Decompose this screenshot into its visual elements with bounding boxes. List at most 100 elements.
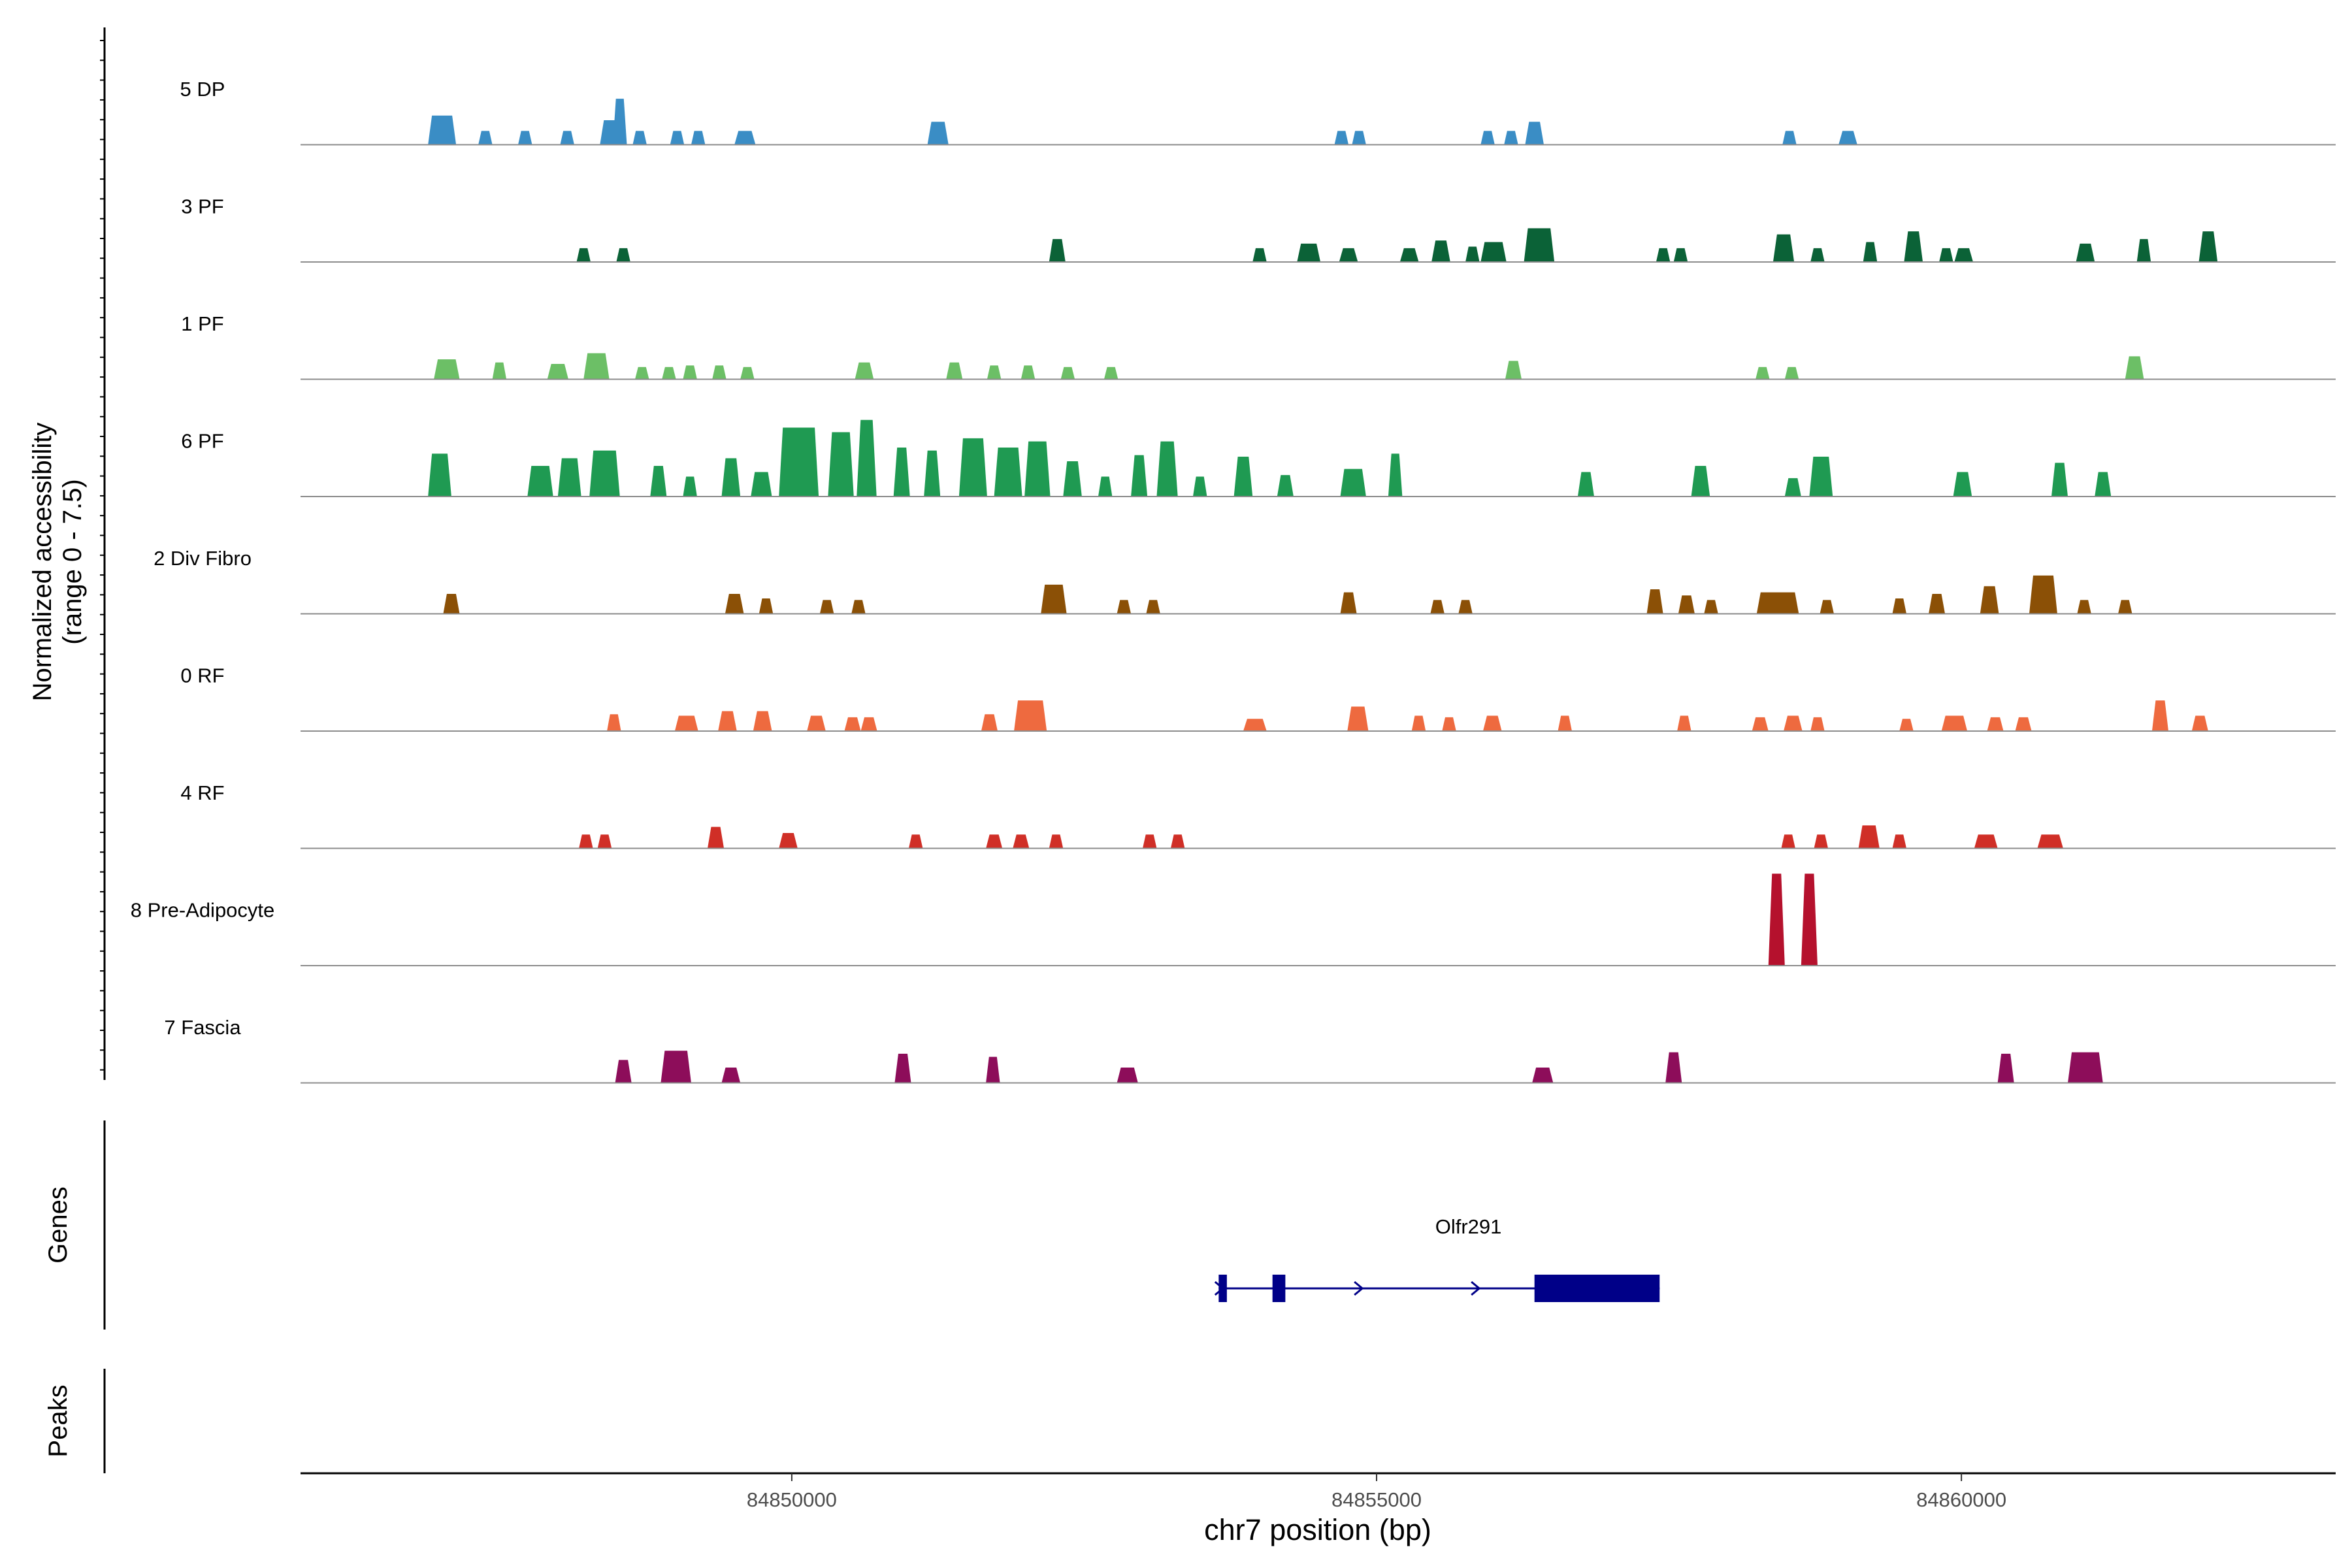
- peak-6-pf-1: [428, 453, 451, 497]
- peak-5-dp-13: [1352, 131, 1366, 145]
- peak-3-pf-10: [1480, 242, 1507, 262]
- peak-0-rf-18: [1784, 715, 1803, 731]
- peak-2-div-fibro-20: [2029, 575, 2057, 614]
- peak-3-pf-17: [1904, 231, 1923, 262]
- peak-6-pf-32: [2095, 472, 2112, 497]
- peak-3-pf-12: [1656, 248, 1671, 262]
- track-label-3-pf: 3 PF: [181, 195, 223, 218]
- peak-2-div-fibro-15: [1756, 592, 1799, 614]
- peak-7-fascia-3: [721, 1068, 741, 1083]
- peak-5-dp-17: [1782, 131, 1797, 145]
- peak-2-div-fibro-21: [2077, 600, 2091, 614]
- peak-4-rf-6: [986, 834, 1003, 849]
- strand-arrow: [1471, 1281, 1481, 1296]
- peak-2-div-fibro-1: [443, 594, 460, 614]
- track-label-7-fascia: 7 Fascia: [164, 1016, 241, 1039]
- x-axis-ticks: 84850000 84855000 84860000: [747, 1473, 2006, 1511]
- track-label-4-rf: 4 RF: [180, 781, 224, 804]
- peak-5-dp-15: [1504, 131, 1518, 145]
- peak-5-dp-6: [612, 99, 627, 145]
- peak-6-pf-27: [1691, 466, 1710, 497]
- y-axis-title-line1: Normalized accessibility: [28, 423, 57, 702]
- track-2-div-fibro: 2 Div Fibro: [154, 547, 2336, 615]
- peaks-panel-title: Peaks: [44, 1384, 73, 1457]
- peak-1-pf-6: [662, 367, 676, 380]
- peak-1-pf-3: [547, 364, 568, 380]
- peak-1-pf-11: [946, 362, 963, 380]
- peak-3-pf-9: [1465, 246, 1480, 262]
- peak-4-rf-7: [1013, 834, 1030, 849]
- peak-6-pf-3: [557, 458, 581, 497]
- peak-0-rf-14: [1482, 715, 1502, 731]
- peak-0-rf-15: [1558, 715, 1572, 731]
- peak-7-fascia-8: [1665, 1052, 1682, 1083]
- peak-8-pre-adipocyte-1: [1768, 874, 1785, 966]
- peak-4-rf-3: [708, 826, 725, 849]
- peak-6-pf-25: [1388, 453, 1403, 497]
- track-6-pf: 6 PF: [181, 419, 2336, 497]
- peak-4-rf-15: [1974, 834, 1998, 849]
- y-axis-title-line2: (range 0 - 7.5): [58, 479, 87, 644]
- peak-1-pf-19: [2125, 356, 2144, 380]
- peak-0-rf-20: [1899, 719, 1914, 731]
- peak-6-pf-6: [683, 476, 697, 497]
- peak-6-pf-16: [1024, 441, 1051, 497]
- peak-3-pf-5: [1297, 243, 1321, 262]
- peak-6-pf-8: [751, 472, 772, 497]
- x-tick-label: 84850000: [747, 1488, 837, 1511]
- peak-1-pf-12: [987, 365, 1002, 380]
- peak-6-pf-17: [1063, 461, 1082, 497]
- peak-7-fascia-4: [894, 1053, 911, 1083]
- peak-7-fascia-5: [986, 1056, 1000, 1083]
- peak-0-rf-13: [1442, 717, 1456, 731]
- peak-6-pf-30: [1953, 472, 1972, 497]
- peak-0-rf-21: [1941, 715, 1968, 731]
- peak-1-pf-1: [434, 359, 460, 380]
- x-tick-label: 84855000: [1331, 1488, 1422, 1511]
- peak-0-rf-23: [2015, 717, 2032, 731]
- peak-4-rf-16: [2037, 834, 2063, 849]
- peak-3-pf-21: [2136, 238, 2151, 262]
- peak-0-rf-17: [1752, 717, 1769, 731]
- gene-exon-1: [1218, 1275, 1227, 1302]
- peak-1-pf-4: [583, 353, 610, 380]
- peak-5-dp-12: [1334, 131, 1349, 145]
- peak-1-pf-18: [1784, 367, 1799, 380]
- peak-3-pf-13: [1673, 248, 1688, 262]
- peak-6-pf-13: [924, 450, 941, 497]
- peak-4-rf-14: [1892, 834, 1906, 849]
- peak-5-dp-10: [734, 131, 756, 145]
- peak-2-div-fibro-8: [1146, 600, 1160, 614]
- peak-1-pf-8: [712, 365, 727, 380]
- peak-5-dp-8: [670, 131, 685, 145]
- peak-6-pf-10: [828, 432, 854, 497]
- peak-0-rf-2: [674, 715, 698, 731]
- gene-exon-3: [1534, 1275, 1660, 1302]
- peak-1-pf-13: [1021, 365, 1036, 380]
- peak-7-fascia-1: [615, 1060, 632, 1083]
- peak-2-div-fibro-14: [1704, 600, 1718, 614]
- peak-2-div-fibro-11: [1458, 600, 1473, 614]
- peak-6-pf-21: [1192, 476, 1207, 497]
- peak-4-rf-13: [1858, 825, 1880, 849]
- peak-3-pf-19: [1954, 248, 1974, 262]
- peak-0-rf-5: [807, 715, 826, 731]
- track-4-rf: 4 RF: [180, 781, 2336, 849]
- peak-2-div-fibro-9: [1340, 592, 1357, 614]
- peak-5-dp-16: [1525, 122, 1544, 145]
- peak-0-rf-12: [1411, 715, 1426, 731]
- peak-2-div-fibro-13: [1678, 595, 1695, 614]
- peak-6-pf-12: [893, 447, 910, 497]
- peak-6-pf-7: [721, 458, 741, 497]
- peak-6-pf-18: [1098, 476, 1113, 497]
- peak-6-pf-15: [994, 447, 1022, 497]
- peak-4-rf-4: [779, 833, 798, 849]
- peak-3-pf-3: [1049, 238, 1066, 262]
- peak-3-pf-4: [1252, 248, 1267, 262]
- peak-2-div-fibro-22: [2118, 600, 2132, 614]
- peak-2-div-fibro-17: [1892, 598, 1906, 614]
- track-7-fascia: 7 Fascia: [164, 1016, 2336, 1084]
- peak-2-div-fibro-7: [1117, 600, 1132, 614]
